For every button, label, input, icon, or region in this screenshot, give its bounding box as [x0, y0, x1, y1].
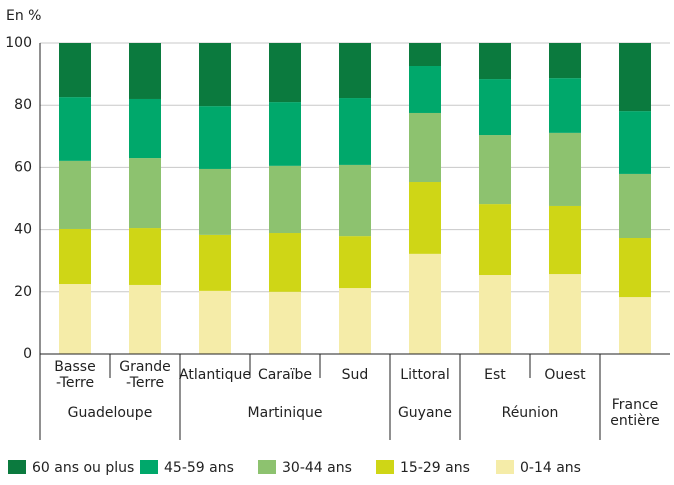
bar-segment	[199, 290, 231, 354]
legend-label: 30-44 ans	[282, 460, 352, 476]
group-label: Guadeloupe	[68, 405, 153, 421]
bar-segment	[479, 204, 511, 276]
legend-swatch	[258, 460, 276, 474]
group-label: France entière	[610, 397, 660, 429]
bar-segment	[549, 43, 581, 79]
bar-segment	[339, 288, 371, 354]
bar-segment	[269, 165, 301, 234]
x-tick-label: Ouest	[544, 367, 586, 383]
y-tick-label: 0	[23, 346, 32, 362]
bar-segment	[619, 237, 651, 298]
bar-segment	[619, 297, 651, 354]
x-tick-label: Caraïbe	[258, 367, 312, 383]
bar-segment	[269, 233, 301, 292]
bar-segment	[269, 291, 301, 354]
bar-segment	[479, 275, 511, 354]
bar-segment	[409, 182, 441, 254]
bar-segment	[59, 160, 91, 229]
bar-segment	[549, 205, 581, 275]
group-label: Réunion	[502, 405, 559, 421]
bar-segment	[339, 164, 371, 237]
bar-segment	[619, 111, 651, 174]
x-tick-label: Basse -Terre	[54, 359, 95, 391]
bar-segment	[409, 112, 441, 183]
bar-segment	[549, 274, 581, 354]
bar-segment	[129, 158, 161, 229]
bar-segment	[619, 43, 651, 112]
bar-segment	[409, 43, 441, 67]
bar-segment	[479, 79, 511, 136]
bar-segment	[479, 43, 511, 80]
y-tick-label: 20	[14, 284, 32, 300]
bar-segment	[409, 253, 441, 354]
bar-segment	[129, 43, 161, 99]
group-label: Guyane	[398, 405, 452, 421]
bar-segment	[199, 234, 231, 291]
legend-label: 15-29 ans	[400, 460, 470, 476]
bar-segment	[59, 284, 91, 354]
y-tick-label: 40	[14, 222, 32, 238]
bar-segment	[129, 284, 161, 354]
x-tick-label: Atlantique	[179, 367, 251, 383]
legend-swatch	[8, 460, 26, 474]
y-tick-label: 60	[14, 159, 32, 175]
bar-segment	[129, 228, 161, 285]
legend-swatch	[496, 460, 514, 474]
bar-segment	[199, 168, 231, 235]
bar-segment	[339, 236, 371, 289]
legend-label: 45-59 ans	[164, 460, 234, 476]
legend-label: 0-14 ans	[520, 460, 581, 476]
bar-segment	[59, 97, 91, 161]
y-axis-label: En %	[6, 8, 41, 24]
y-tick-label: 80	[14, 97, 32, 113]
bar-segment	[129, 98, 161, 159]
group-label: Martinique	[248, 405, 323, 421]
bar-segment	[549, 78, 581, 133]
bar-segment	[339, 98, 371, 165]
bar-segment	[269, 102, 301, 166]
legend-label: 60 ans ou plus	[32, 460, 134, 476]
x-tick-label: Sud	[342, 367, 369, 383]
bar-segment	[269, 43, 301, 103]
legend-swatch	[376, 460, 394, 474]
bar-segment	[199, 106, 231, 169]
legend-swatch	[140, 460, 158, 474]
bar-segment	[479, 135, 511, 205]
bar-segment	[199, 43, 231, 107]
bar-segment	[59, 43, 91, 98]
bar-segment	[409, 66, 441, 113]
x-tick-label: Est	[484, 367, 506, 383]
x-tick-label: Littoral	[400, 367, 449, 383]
x-tick-label: Grande -Terre	[119, 359, 171, 391]
y-tick-label: 100	[5, 35, 32, 51]
bar-segment	[549, 132, 581, 206]
bar-segment	[339, 43, 371, 99]
bar-segment	[619, 173, 651, 238]
bar-segment	[59, 228, 91, 285]
